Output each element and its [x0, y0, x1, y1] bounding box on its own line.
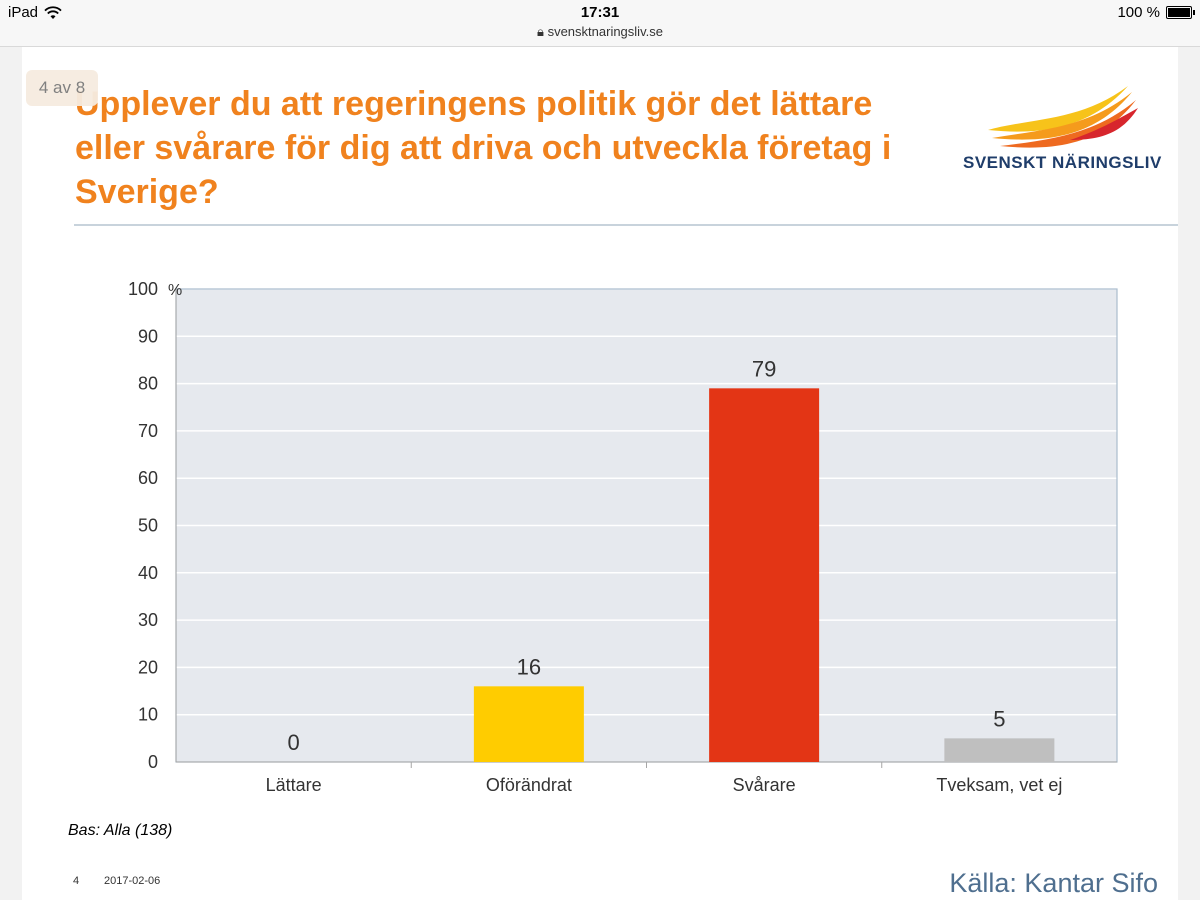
battery-percent: 100 % [1117, 4, 1160, 21]
swoosh-logo-icon [988, 86, 1138, 148]
category-label-1: Oförändrat [486, 775, 572, 795]
y-tick-label-0: 0 [148, 752, 158, 772]
y-tick-label-10: 10 [138, 705, 158, 725]
lock-icon: 🔒︎ [537, 24, 544, 39]
data-label-0: 0 [288, 730, 300, 755]
status-right: 100 % [1117, 4, 1195, 21]
logo-text: SVENSKT NÄRINGSLIV [963, 153, 1162, 172]
y-tick-label-70: 70 [138, 421, 158, 441]
y-unit-label: % [168, 282, 182, 299]
y-tick-label-30: 30 [138, 610, 158, 630]
category-label-0: Lättare [266, 775, 322, 795]
category-label-2: Svårare [733, 775, 796, 795]
data-label-2: 79 [752, 356, 776, 381]
base-note: Bas: Alla (138) [68, 822, 173, 839]
wifi-icon [44, 5, 62, 19]
y-tick-label-60: 60 [138, 468, 158, 488]
status-bar: iPad 17:31 🔒︎ svensktnaringsliv.se 100 % [0, 0, 1200, 47]
device-name: iPad [8, 4, 39, 21]
category-label-3: Tveksam, vet ej [936, 775, 1062, 795]
status-left: iPad [8, 4, 62, 21]
y-tick-label-40: 40 [138, 563, 158, 583]
y-tick-label-100: 100 [128, 279, 158, 299]
status-time: 17:31 [580, 4, 620, 21]
source-note: Källa: Kantar Sifo [949, 868, 1158, 898]
battery-icon [1166, 6, 1195, 19]
bar-3 [944, 738, 1055, 762]
y-tick-label-90: 90 [138, 326, 158, 346]
data-label-1: 16 [517, 654, 541, 679]
bar-1 [473, 686, 584, 762]
page-number: 4 [73, 875, 80, 887]
y-tick-label-80: 80 [138, 374, 158, 394]
title-divider [74, 224, 1178, 226]
y-tick-label-50: 50 [138, 516, 158, 536]
slide-title: Upplever du att regeringens politik gör … [75, 85, 892, 211]
slide-date: 2017-02-06 [104, 875, 161, 887]
y-tick-label-20: 20 [138, 657, 158, 677]
data-label-3: 5 [993, 706, 1005, 731]
url-text: svensktnaringsliv.se [547, 24, 663, 39]
address-url[interactable]: 🔒︎ svensktnaringsliv.se [0, 24, 1200, 40]
bar-2 [709, 388, 820, 762]
page-indicator: 4 av 8 [26, 70, 98, 106]
